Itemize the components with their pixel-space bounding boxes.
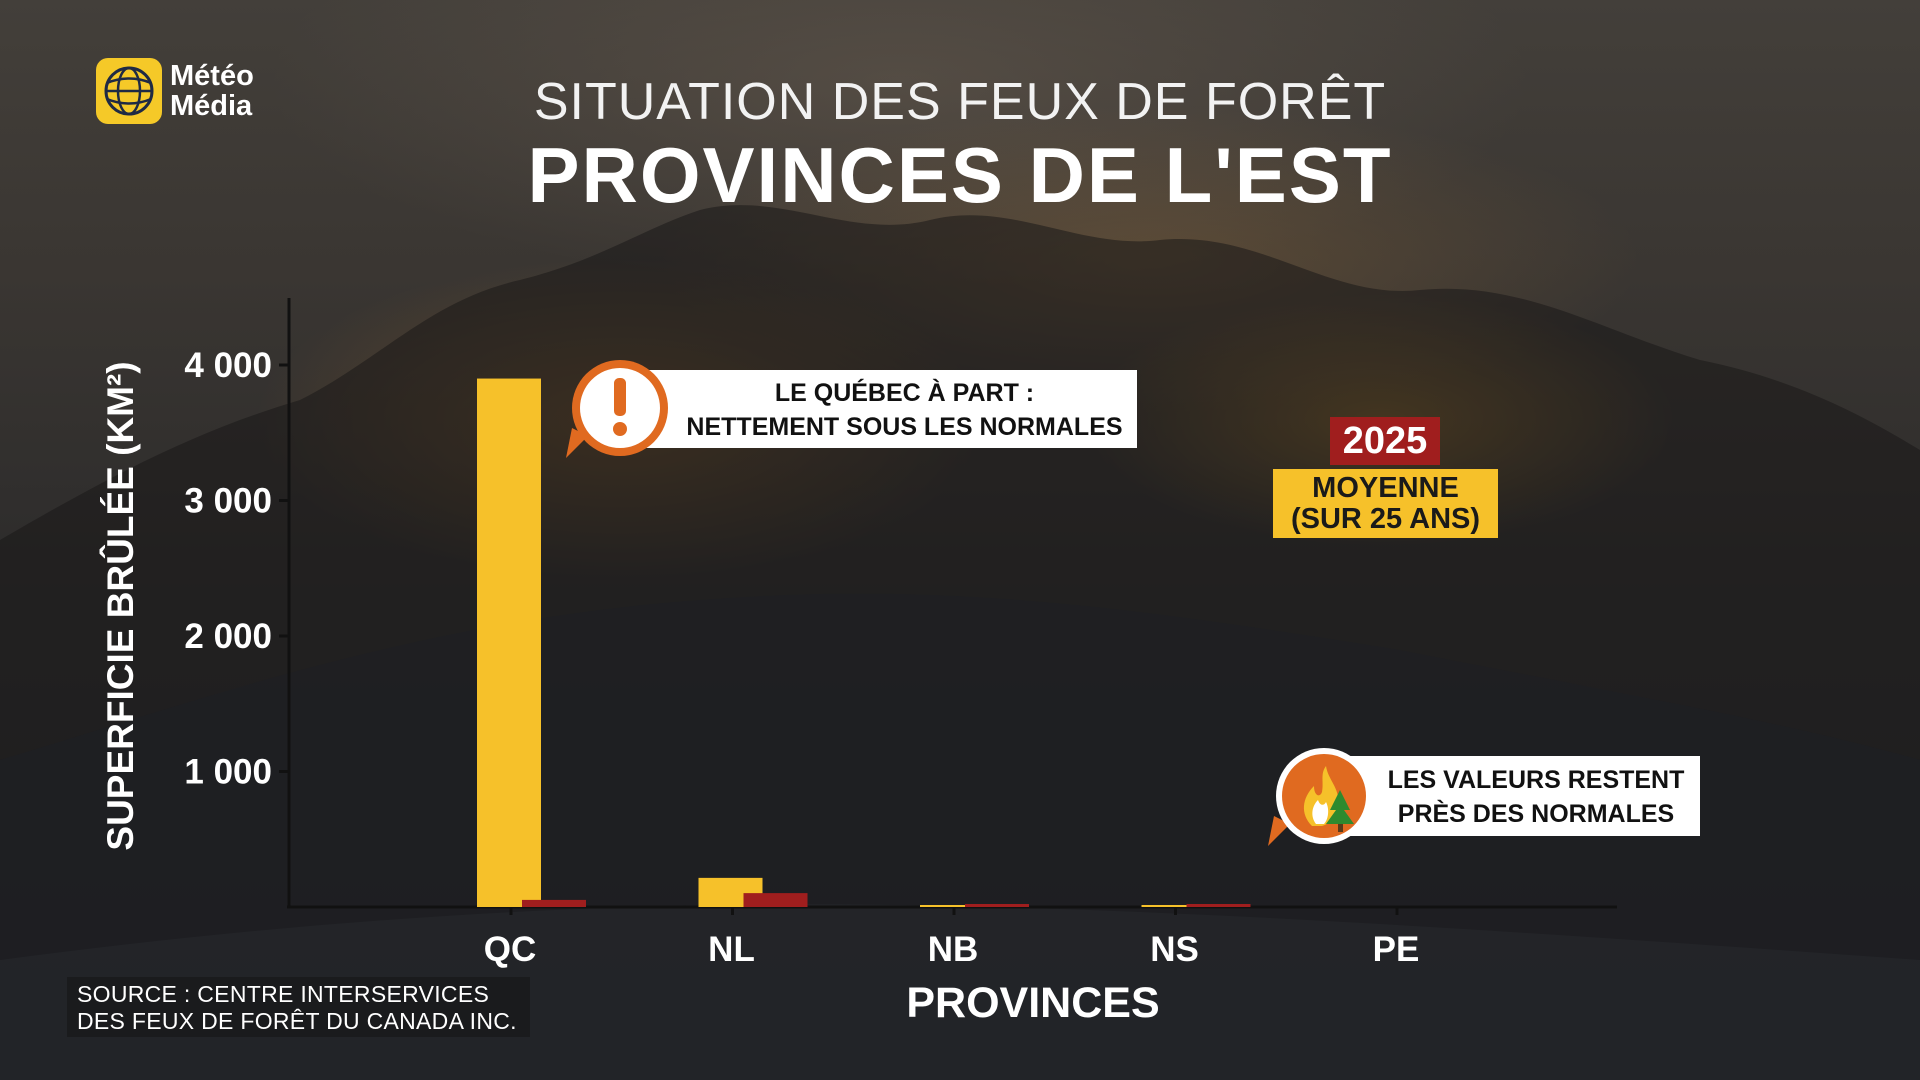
quebec-callout: LE QUÉBEC À PART : NETTEMENT SOUS LES NO… xyxy=(612,370,1137,448)
bar-average-nb xyxy=(920,905,984,907)
others-callout-line2: PRÈS DES NORMALES xyxy=(1397,800,1675,828)
x-tick-label-pe: PE xyxy=(1373,930,1420,969)
y-tick-label: 1 000 xyxy=(184,753,272,792)
others-callout-line1: LES VALEURS RESTENT xyxy=(1387,766,1685,794)
chart-title: PROVINCES DE L'EST xyxy=(527,131,1393,219)
quebec-callout-line2: NETTEMENT SOUS LES NORMALES xyxy=(686,413,1123,441)
legend-average-line1: MOYENNE xyxy=(1312,472,1459,504)
bar-2025-ns xyxy=(1186,904,1251,907)
bar-average-qc xyxy=(477,378,541,907)
bar-average-ns xyxy=(1141,905,1206,907)
source-note: SOURCE : CENTRE INTERSERVICES DES FEUX D… xyxy=(67,977,530,1037)
source-line2: DES FEUX DE FORÊT DU CANADA INC. xyxy=(77,1008,517,1034)
logo-line1: Météo xyxy=(170,60,254,92)
source-line1: SOURCE : CENTRE INTERSERVICES xyxy=(77,981,490,1007)
x-tick-label-nb: NB xyxy=(928,930,979,969)
y-tick-label: 4 000 xyxy=(184,346,272,385)
globe-icon xyxy=(96,58,162,124)
others-callout: LES VALEURS RESTENT PRÈS DES NORMALES xyxy=(1330,756,1700,836)
x-tick-label-qc: QC xyxy=(484,930,537,969)
y-axis-label: SUPERFICIE BRÛLÉE (KM²) xyxy=(99,361,141,850)
meteomedia-logo: Météo Média xyxy=(96,58,254,124)
legend-average: MOYENNE (SUR 25 ANS) xyxy=(1273,469,1498,538)
logo-line2: Média xyxy=(170,90,253,122)
x-tick-label-ns: NS xyxy=(1150,930,1199,969)
bar-2025-nb xyxy=(965,904,1029,907)
y-tick-label: 2 000 xyxy=(184,617,272,656)
x-tick-label-nl: NL xyxy=(708,930,755,969)
exclamation-icon xyxy=(566,360,668,458)
y-tick-label: 3 000 xyxy=(184,482,272,521)
bar-2025-nl xyxy=(743,893,808,907)
x-axis-label: PROVINCES xyxy=(906,979,1159,1027)
legend-2025: 2025 xyxy=(1330,417,1440,465)
bar-2025-qc xyxy=(522,899,586,907)
quebec-callout-line1: LE QUÉBEC À PART : xyxy=(774,379,1035,407)
legend-average-line2: (SUR 25 ANS) xyxy=(1290,503,1481,535)
chart-supertitle: SITUATION DES FEUX DE FORÊT xyxy=(533,73,1387,131)
fire-tree-icon xyxy=(1268,748,1372,846)
